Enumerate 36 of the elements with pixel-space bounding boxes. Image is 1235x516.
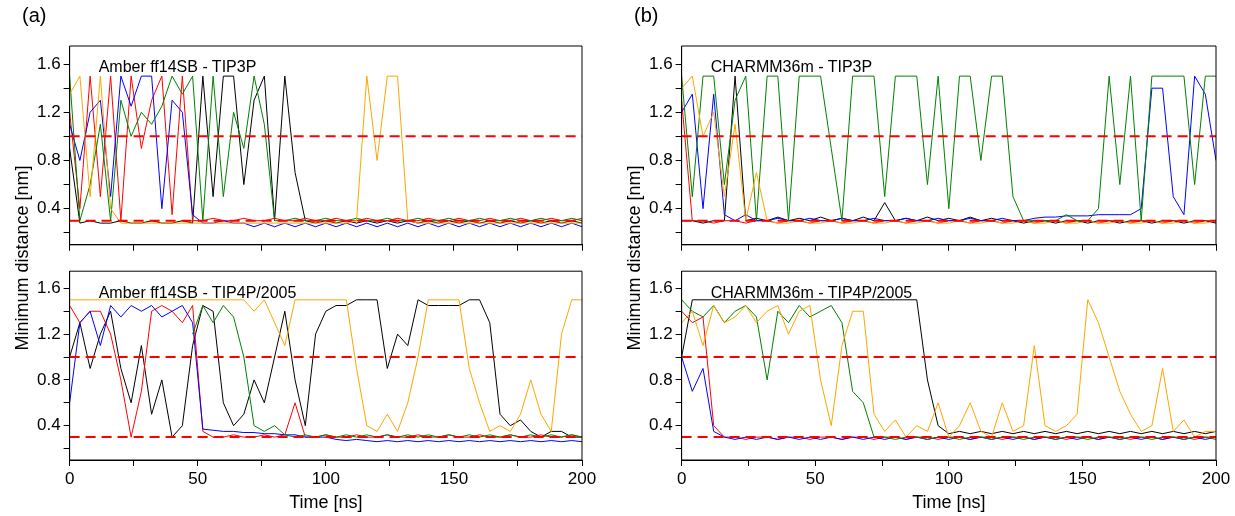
- x-tick-label: 200: [1201, 468, 1231, 488]
- y-tick-label: 1.2: [36, 101, 61, 121]
- text: CHARMM36m - TIP3P: [710, 58, 873, 76]
- y-axis-title: Minimum distance [nm]: [11, 165, 33, 351]
- y-tick-label: 1.6: [36, 278, 61, 298]
- y-tick-label: 0.4: [36, 415, 61, 435]
- x-axis-title: Time [ns]: [289, 492, 363, 513]
- y-tick-label: 1.2: [648, 323, 673, 343]
- y-tick-label: 1.2: [36, 323, 61, 343]
- x-tick-label: 0: [676, 468, 687, 488]
- text: (b): [634, 4, 659, 27]
- y-tick-label: 0.8: [648, 369, 673, 389]
- y-tick-label: 1.6: [36, 53, 61, 73]
- y-tick-label: 1.2: [648, 101, 673, 121]
- y-tick-label: 0.8: [36, 369, 61, 389]
- x-tick-label: 50: [805, 468, 825, 488]
- y-axis-title: Minimum distance [nm]: [623, 165, 645, 351]
- x-tick-label: 200: [567, 468, 597, 488]
- y-tick-label: 0.4: [36, 198, 61, 218]
- text: CHARMM36m - TIP4P/2005: [710, 283, 913, 301]
- x-tick-label: 50: [188, 468, 208, 488]
- x-tick-label: 150: [439, 468, 469, 488]
- text: Amber ff14SB - TIP4P/2005: [98, 283, 297, 301]
- text: (a): [22, 4, 47, 27]
- x-tick-label: 100: [934, 468, 963, 488]
- y-tick-label: 0.4: [648, 415, 673, 435]
- x-axis-title: Time [ns]: [912, 492, 986, 513]
- y-tick-label: 0.4: [648, 198, 673, 218]
- x-tick-label: 100: [311, 468, 340, 488]
- y-tick-label: 1.6: [648, 278, 673, 298]
- x-tick-label: 0: [64, 468, 75, 488]
- text: Amber ff14SB - TIP3P: [98, 58, 257, 76]
- y-tick-label: 0.8: [36, 150, 61, 170]
- y-tick-label: 1.6: [648, 53, 673, 73]
- y-tick-label: 0.8: [648, 150, 673, 170]
- x-tick-label: 150: [1068, 468, 1097, 488]
